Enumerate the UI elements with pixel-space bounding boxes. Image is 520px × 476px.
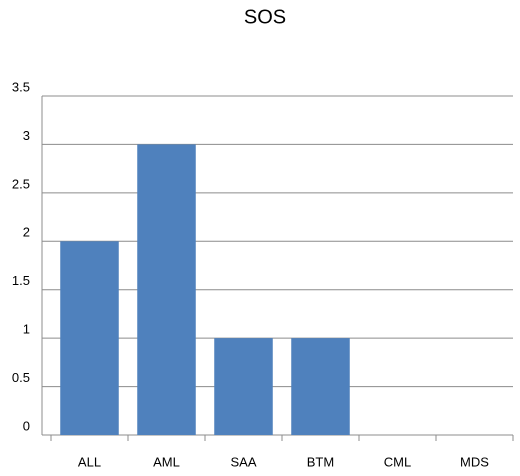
y-tick-label: 2 — [23, 225, 30, 240]
x-tick-label: CML — [384, 454, 411, 469]
y-tick-label: 2.5 — [12, 176, 30, 191]
x-tick-label: MDS — [460, 454, 489, 469]
y-tick-label: 1 — [23, 322, 30, 337]
y-tick-label: 3 — [23, 128, 30, 143]
y-tick-label: 3.5 — [12, 79, 30, 94]
y-tick-label: 0.5 — [12, 370, 30, 385]
bar — [137, 144, 196, 435]
y-tick-label: 1.5 — [12, 273, 30, 288]
x-tick-label: ALL — [78, 454, 101, 469]
x-tick-label: AML — [153, 454, 180, 469]
chart-title: SOS — [244, 6, 286, 28]
y-tick-label: 0 — [23, 418, 30, 433]
bar — [60, 241, 119, 435]
bar — [214, 338, 273, 435]
x-tick-label: SAA — [230, 454, 256, 469]
x-tick-label: BTM — [307, 454, 334, 469]
bar — [291, 338, 350, 435]
